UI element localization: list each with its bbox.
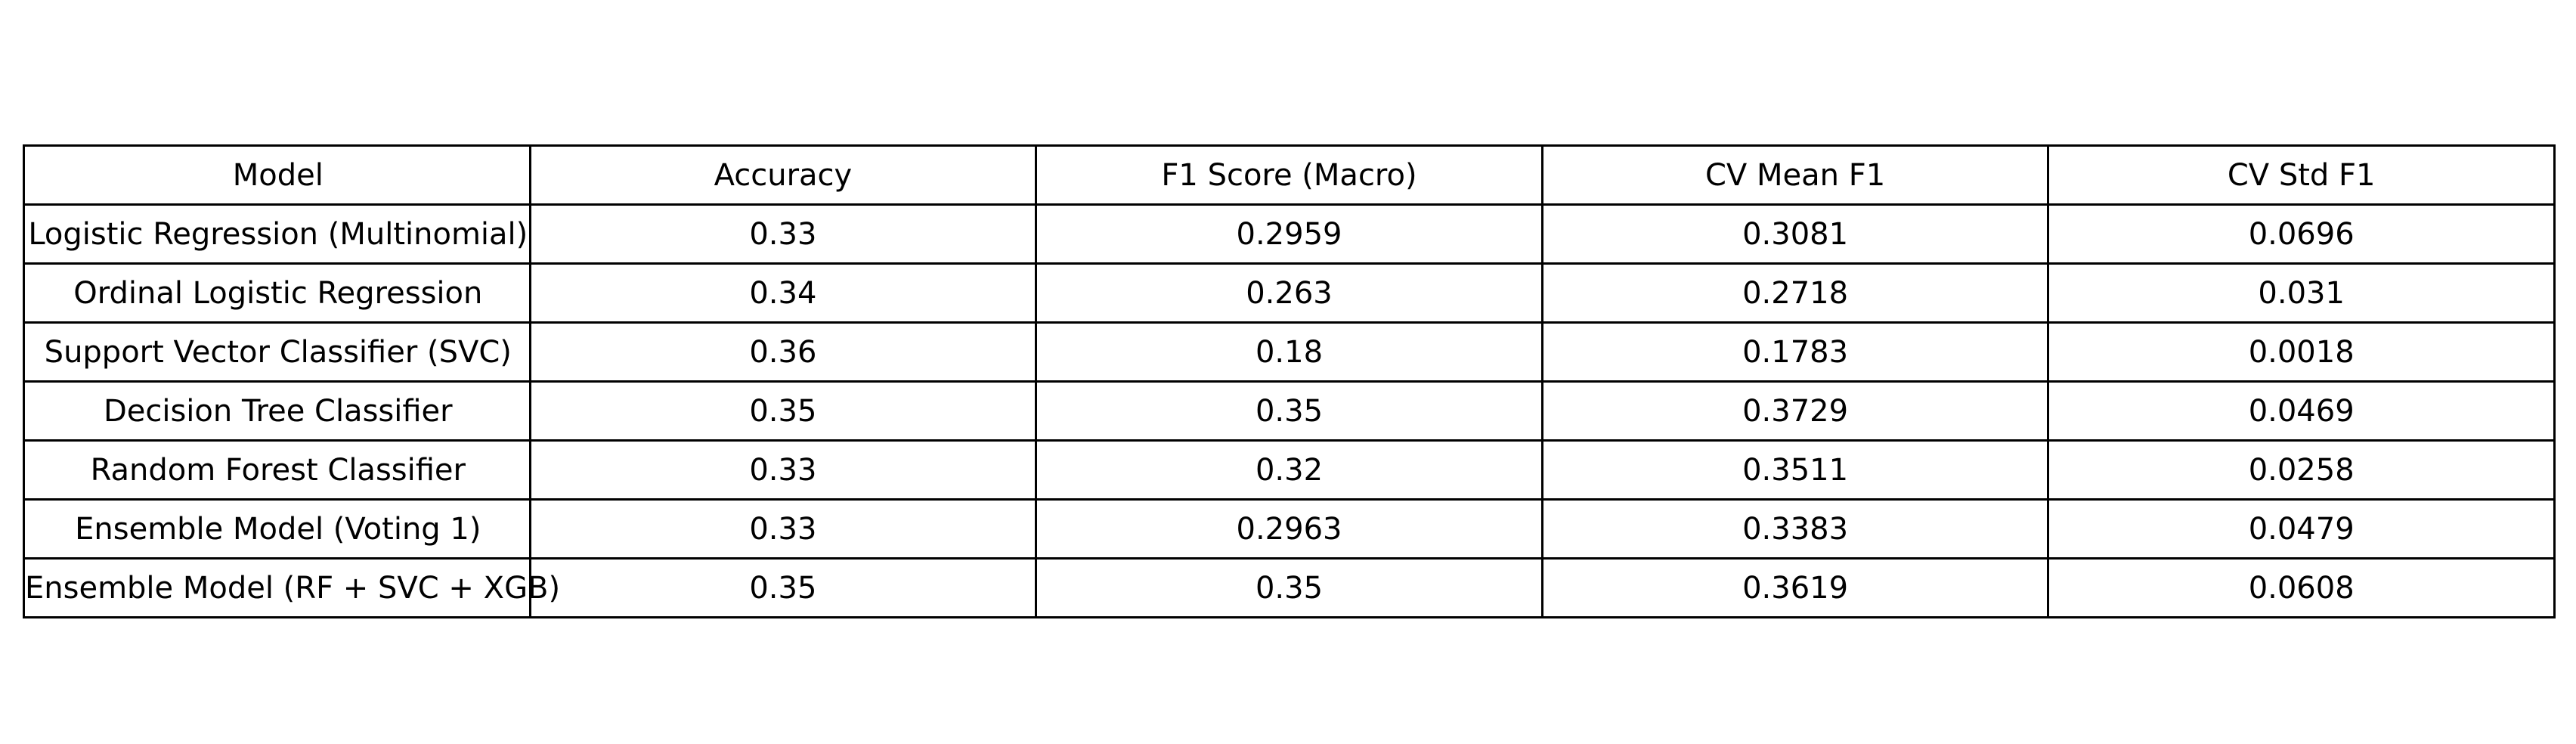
accuracy-cell: 0.33 [528,439,1038,501]
model-name-cell: Ordinal Logistic Regression [23,262,531,324]
model-name-cell: Ensemble Model (Voting 1) [23,498,531,560]
header-row: Model Accuracy F1 Score (Macro) CV Mean … [23,144,2556,206]
cv-mean-f1-cell: 0.3619 [1540,557,2050,618]
model-name-cell: Logistic Regression (Multinomial) [23,203,531,265]
f1-macro-cell: 0.263 [1035,262,1543,324]
cv-std-f1-cell: 0.0469 [2047,380,2556,442]
f1-macro-cell: 0.2959 [1035,203,1543,265]
accuracy-cell: 0.35 [528,380,1038,442]
cv-std-f1-cell: 0.031 [2047,262,2556,324]
cv-mean-f1-cell: 0.1783 [1540,321,2050,383]
f1-macro-cell: 0.35 [1035,557,1543,618]
table-row: Support Vector Classifier (SVC) 0.36 0.1… [23,321,2556,383]
table-row: Decision Tree Classifier 0.35 0.35 0.372… [23,380,2556,442]
header-cell-model: Model [23,144,531,206]
accuracy-cell: 0.35 [528,557,1038,618]
results-table-container: Model Accuracy F1 Score (Macro) CV Mean … [23,144,2556,618]
accuracy-cell: 0.33 [528,498,1038,560]
f1-macro-cell: 0.35 [1035,380,1543,442]
cv-mean-f1-cell: 0.3383 [1540,498,2050,560]
model-name-cell: Random Forest Classifier [23,439,531,501]
cv-std-f1-cell: 0.0018 [2047,321,2556,383]
cv-std-f1-cell: 0.0608 [2047,557,2556,618]
model-name-cell: Decision Tree Classifier [23,380,531,442]
header-cell-cv-mean-f1: CV Mean F1 [1540,144,2050,206]
f1-macro-cell: 0.32 [1035,439,1543,501]
accuracy-cell: 0.34 [528,262,1038,324]
header-cell-accuracy: Accuracy [528,144,1038,206]
table-header: Model Accuracy F1 Score (Macro) CV Mean … [23,144,2556,206]
header-cell-cv-std-f1: CV Std F1 [2047,144,2556,206]
table-row: Random Forest Classifier 0.33 0.32 0.351… [23,439,2556,501]
cv-std-f1-cell: 0.0258 [2047,439,2556,501]
model-results-table: Model Accuracy F1 Score (Macro) CV Mean … [23,144,2556,618]
cv-mean-f1-cell: 0.3511 [1540,439,2050,501]
f1-macro-cell: 0.2963 [1035,498,1543,560]
table-row: Ensemble Model (Voting 1) 0.33 0.2963 0.… [23,498,2556,560]
cv-mean-f1-cell: 0.2718 [1540,262,2050,324]
f1-macro-cell: 0.18 [1035,321,1543,383]
table-row: Ordinal Logistic Regression 0.34 0.263 0… [23,262,2556,324]
cv-mean-f1-cell: 0.3081 [1540,203,2050,265]
model-name-cell: Support Vector Classifier (SVC) [23,321,531,383]
cv-std-f1-cell: 0.0696 [2047,203,2556,265]
accuracy-cell: 0.33 [528,203,1038,265]
cv-std-f1-cell: 0.0479 [2047,498,2556,560]
accuracy-cell: 0.36 [528,321,1038,383]
table-row: Ensemble Model (RF + SVC + XGB) 0.35 0.3… [23,557,2556,618]
table-body: Logistic Regression (Multinomial) 0.33 0… [23,203,2556,618]
header-cell-f1-macro: F1 Score (Macro) [1035,144,1543,206]
table-row: Logistic Regression (Multinomial) 0.33 0… [23,203,2556,265]
model-name-cell: Ensemble Model (RF + SVC + XGB) [23,557,560,618]
cv-mean-f1-cell: 0.3729 [1540,380,2050,442]
